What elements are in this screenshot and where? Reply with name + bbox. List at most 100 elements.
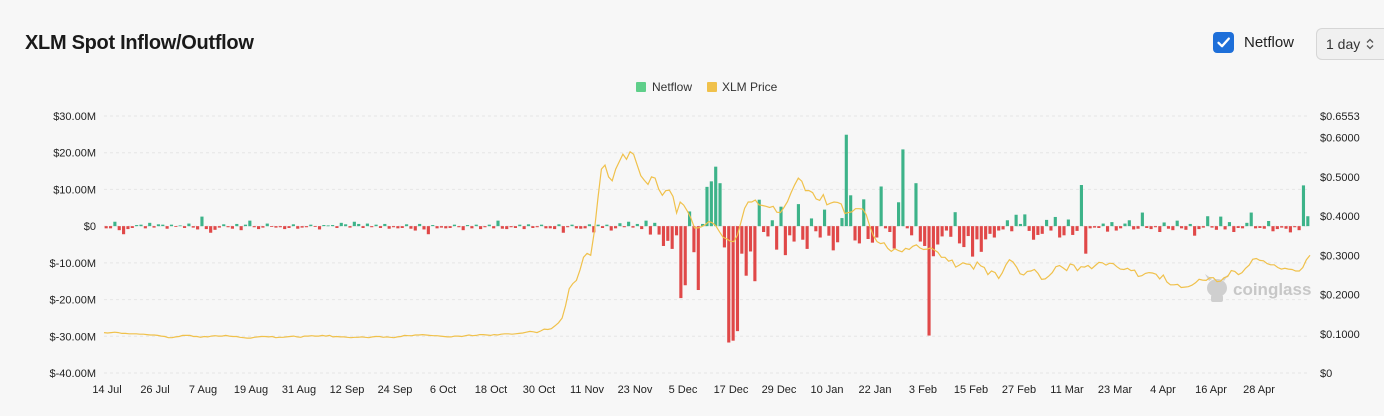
netflow-bar: [500, 226, 504, 229]
y-left-tick-label: $-30.00M: [50, 331, 96, 343]
netflow-bar: [439, 226, 443, 228]
checkmark-icon: [1217, 37, 1230, 48]
netflow-bar: [1062, 226, 1066, 236]
netflow-bar: [535, 226, 539, 228]
legend-price-swatch[interactable]: [707, 82, 717, 92]
netflow-bar: [283, 226, 287, 230]
netflow-bar: [801, 226, 805, 240]
netflow-bar: [827, 226, 831, 236]
legend-price-label[interactable]: XLM Price: [722, 80, 778, 94]
netflow-bar: [505, 226, 509, 230]
netflow-bar: [740, 226, 744, 254]
netflow-bar: [365, 223, 369, 227]
netflow-bar: [226, 226, 230, 228]
netflow-bar: [248, 220, 252, 227]
netflow-bar: [1084, 226, 1088, 254]
netflow-bar: [196, 226, 200, 230]
netflow-bar: [474, 224, 478, 227]
netflow-bar: [313, 226, 317, 227]
netflow-bar: [270, 226, 274, 227]
netflow-bar: [1236, 226, 1240, 228]
netflow-bar: [1058, 226, 1062, 238]
legend-netflow-swatch[interactable]: [636, 82, 646, 92]
netflow-bar: [688, 211, 692, 227]
netflow-bar: [1101, 223, 1105, 227]
netflow-bar: [822, 209, 827, 227]
netflow-bar: [391, 226, 396, 228]
y-right-tick-label: $0.1000: [1320, 329, 1360, 341]
x-tick-label: 31 Aug: [282, 384, 316, 396]
x-tick-label: 19 Aug: [234, 384, 268, 396]
netflow-bar: [1227, 222, 1232, 227]
netflow-bar: [997, 226, 1001, 231]
netflow-bar: [122, 226, 126, 235]
netflow-bar: [513, 226, 517, 228]
netflow-bar: [1267, 221, 1271, 227]
netflow-bar: [418, 223, 422, 227]
netflow-bar: [531, 226, 535, 228]
netflow-bar: [936, 226, 940, 245]
netflow-bar: [779, 206, 783, 227]
x-tick-label: 29 Dec: [762, 384, 797, 396]
netflow-bar: [614, 226, 618, 229]
y-right-tick-label: $0: [1320, 368, 1332, 380]
netflow-bar: [518, 224, 522, 227]
netflow-bar: [344, 224, 348, 227]
netflow-bar: [1023, 214, 1027, 227]
netflow-bar: [256, 226, 261, 230]
netflow-bar: [405, 224, 409, 227]
netflow-bar: [609, 226, 613, 231]
netflow-bar: [1219, 216, 1223, 227]
legend-netflow-label[interactable]: Netflow: [652, 80, 692, 94]
netflow-bar: [744, 226, 748, 276]
netflow-bar: [1018, 223, 1023, 227]
price-line: [103, 150, 1311, 339]
netflow-bar: [1119, 226, 1123, 229]
netflow-bar: [1201, 226, 1205, 228]
netflow-bar: [627, 221, 631, 227]
netflow-bar: [1184, 226, 1188, 230]
netflow-bar: [1136, 226, 1140, 229]
netflow-bar: [949, 226, 953, 237]
x-tick-label: 11 Mar: [1050, 384, 1084, 396]
y-right-tick-label: $0.5000: [1320, 172, 1360, 184]
x-tick-label: 6 Oct: [430, 384, 456, 396]
x-tick-label: 5 Dec: [669, 384, 698, 396]
netflow-bar: [317, 226, 322, 230]
netflow-bar: [1001, 226, 1005, 230]
netflow-bar: [108, 226, 113, 229]
netflow-bar: [139, 224, 143, 227]
netflow-bar: [413, 226, 417, 231]
netflow-bar: [487, 224, 491, 227]
period-select[interactable]: 1 day: [1316, 28, 1384, 60]
netflow-bar: [1127, 220, 1131, 227]
netflow-bar: [1053, 216, 1057, 227]
x-tick-label: 17 Dec: [714, 384, 749, 396]
netflow-bar: [1005, 220, 1009, 227]
netflow-checkbox[interactable]: [1213, 32, 1234, 53]
netflow-bar: [1293, 226, 1297, 228]
netflow-bar: [1288, 226, 1292, 233]
netflow-bar: [574, 226, 578, 229]
netflow-bar: [862, 199, 866, 227]
y-left-tick-label: $-20.00M: [50, 295, 96, 307]
y-right-tick-label: $0.3000: [1320, 250, 1360, 262]
netflow-bar: [1306, 216, 1310, 227]
netflow-bar: [953, 212, 957, 227]
netflow-bar: [1162, 222, 1166, 227]
netflow-bar: [191, 226, 195, 228]
netflow-bar: [1206, 216, 1210, 227]
netflow-bar: [104, 226, 108, 229]
netflow-toggle[interactable]: Netflow: [1213, 32, 1294, 53]
netflow-bar: [1066, 219, 1070, 227]
netflow-bar: [492, 226, 496, 229]
netflow-bar: [1271, 226, 1275, 232]
netflow-bar: [992, 226, 996, 238]
netflow-bar: [374, 224, 378, 227]
netflow-bar: [966, 226, 970, 237]
netflow-bar: [161, 224, 165, 227]
netflow-bar: [923, 226, 927, 246]
netflow-bar: [479, 226, 483, 230]
netflow-bar: [483, 226, 487, 228]
netflow-bar: [526, 224, 531, 227]
